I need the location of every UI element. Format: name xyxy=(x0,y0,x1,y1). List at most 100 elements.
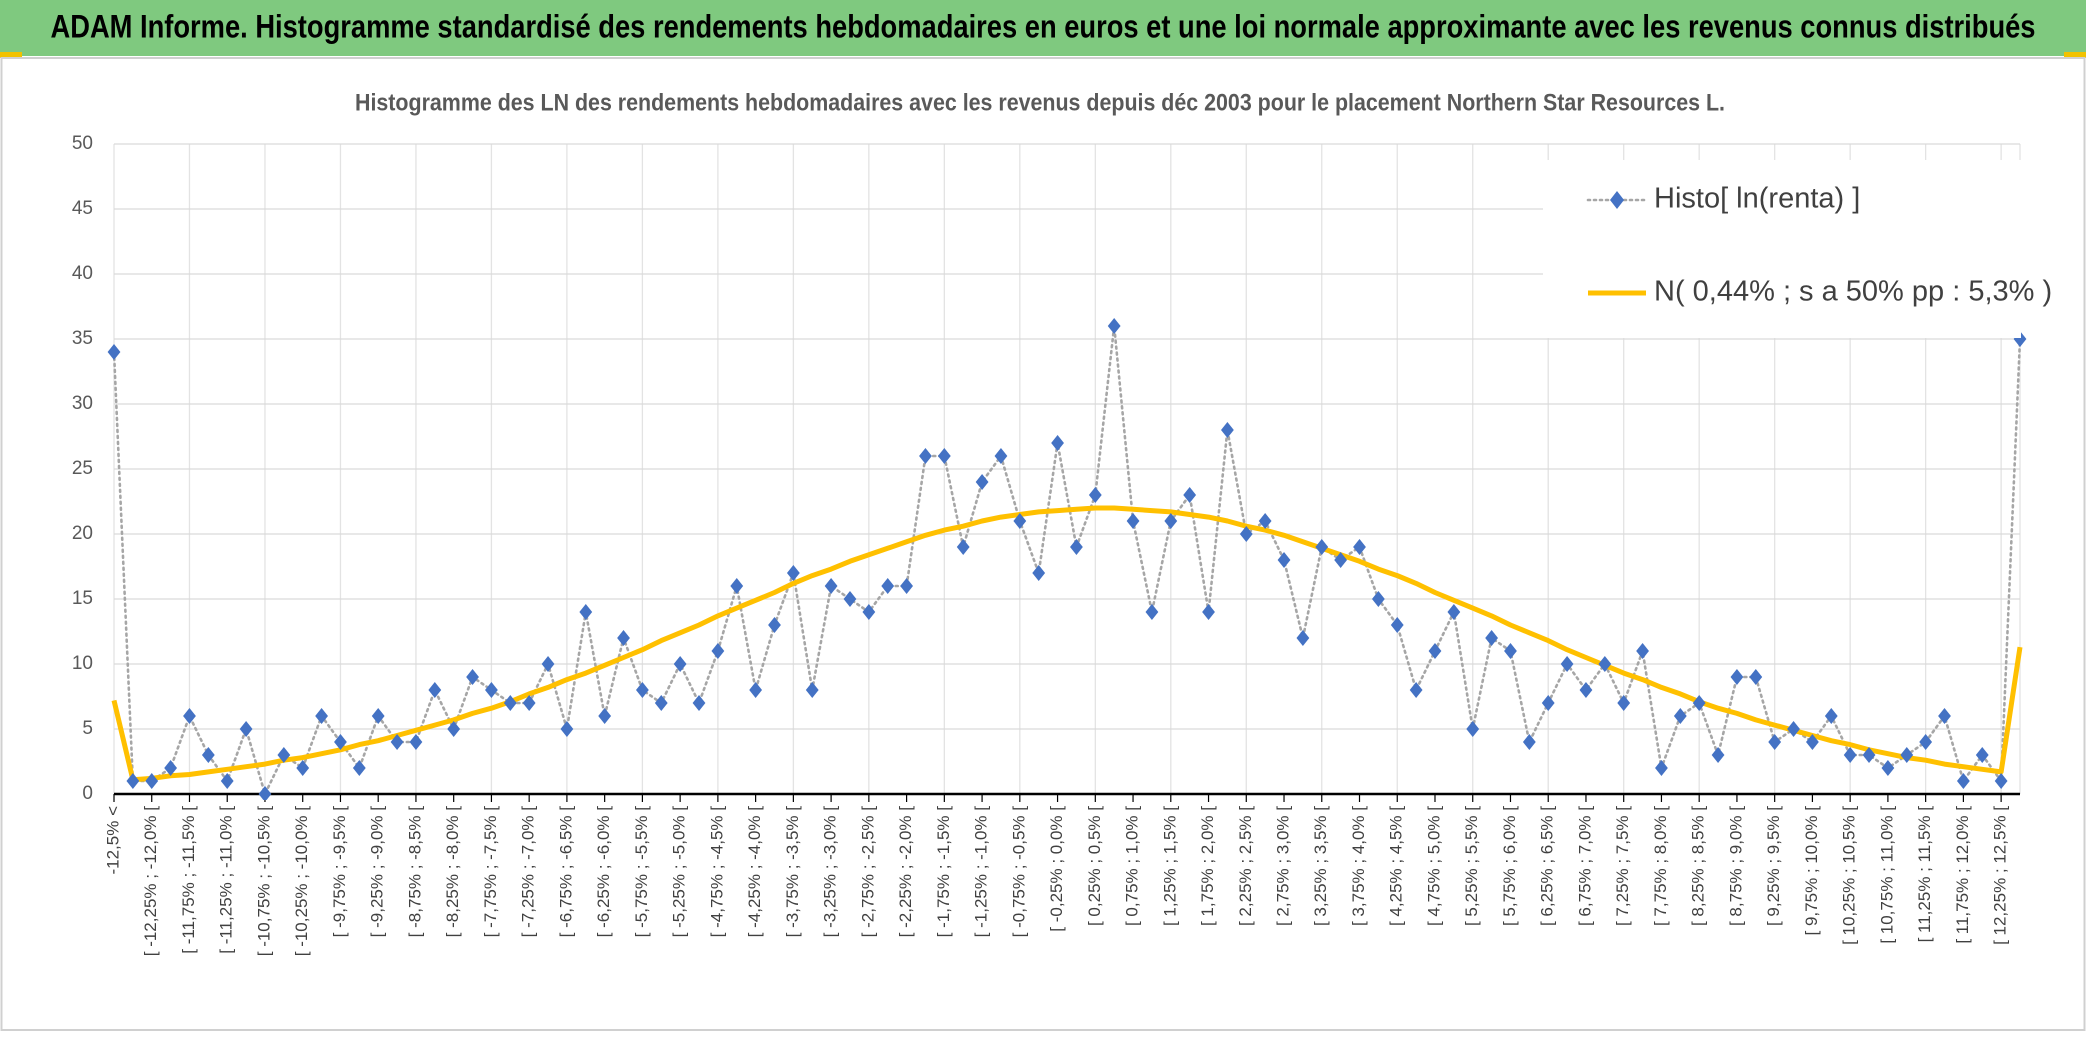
histo-marker xyxy=(1145,604,1159,620)
x-tick-label: [ -2,25% ; -2,0% [ xyxy=(896,806,915,938)
histo-marker xyxy=(1598,656,1612,672)
x-tick-label: [ -0,25% ; 0,0% [ xyxy=(1047,806,1066,932)
histo-marker xyxy=(1466,721,1480,737)
x-tick-label: [ 6,75% ; 7,0% [ xyxy=(1575,806,1594,926)
histo-marker xyxy=(786,565,800,581)
histo-marker xyxy=(1692,695,1706,711)
x-tick-label: [ 10,25% ; 10,5% [ xyxy=(1840,806,1859,945)
x-tick-label: [ -1,75% ; -1,5% [ xyxy=(934,806,953,938)
histo-marker xyxy=(428,682,442,698)
legend-swatch-marker xyxy=(1610,191,1624,209)
y-tick-label: 35 xyxy=(72,328,93,349)
x-tick-label: [ 0,25% ; 0,5% [ xyxy=(1085,806,1104,926)
histo-marker xyxy=(485,682,498,698)
y-tick-label: 10 xyxy=(72,653,93,674)
x-tick-label: [ 5,25% ; 5,5% [ xyxy=(1462,806,1481,926)
legend-box xyxy=(1543,160,2021,338)
histo-marker xyxy=(126,773,140,789)
histo-marker xyxy=(730,578,744,594)
x-tick-label: [ 8,25% ; 8,5% [ xyxy=(1689,806,1708,926)
histo-marker xyxy=(654,695,668,711)
histo-marker xyxy=(862,604,876,620)
x-tick-label: [ 1,75% ; 2,0% [ xyxy=(1198,806,1217,926)
histo-marker xyxy=(975,474,989,490)
histo-marker xyxy=(1956,773,1970,789)
histo-marker xyxy=(1655,760,1668,776)
x-tick-label: [ 10,75% ; 11,0% [ xyxy=(1877,806,1896,944)
histo-marker xyxy=(1711,747,1725,763)
histo-marker xyxy=(503,695,517,711)
histo-marker xyxy=(1636,643,1649,659)
x-tick-label: [ -4,25% ; -4,0% [ xyxy=(745,806,764,938)
frame xyxy=(0,57,2086,1031)
histo-marker xyxy=(1202,604,1215,620)
histo-marker xyxy=(598,708,612,724)
y-tick-label: 5 xyxy=(82,718,93,739)
histo-marker xyxy=(1730,669,1744,685)
y-tick-label: 50 xyxy=(72,133,93,154)
histo-marker xyxy=(390,734,404,750)
x-tick-label: [ -7,25% ; -7,0% [ xyxy=(519,806,538,938)
histo-marker xyxy=(1522,734,1536,750)
histo-marker xyxy=(1183,487,1197,503)
histo-marker xyxy=(1428,643,1442,659)
x-tick-label: [ 9,75% ; 10,0% [ xyxy=(1802,806,1821,936)
x-tick-label: [ 11,75% ; 12,0% [ xyxy=(1953,806,1972,944)
histo-marker xyxy=(1560,656,1574,672)
chart-title: Histogramme des LN des rendements hebdom… xyxy=(355,89,1725,116)
histo-marker xyxy=(937,448,951,464)
x-tick-label: [ 4,75% ; 5,0% [ xyxy=(1424,806,1443,926)
histo-marker xyxy=(1919,734,1933,750)
histo-marker xyxy=(1221,422,1234,438)
histo-marker xyxy=(994,448,1008,464)
histo-marker xyxy=(1353,539,1366,555)
x-tick-label: [ -5,25% ; -5,0% [ xyxy=(670,806,689,938)
x-tick-label: [ -3,75% ; -3,5% [ xyxy=(783,806,802,938)
histo-marker xyxy=(768,617,781,633)
histo-marker xyxy=(1541,695,1555,711)
histo-marker xyxy=(1032,565,1046,581)
x-tick-label: [ 7,25% ; 7,5% [ xyxy=(1613,806,1632,926)
histo-marker xyxy=(183,708,196,724)
x-tick-label: [ -10,25% ; -10,0% [ xyxy=(292,806,311,957)
histo-marker xyxy=(1806,734,1819,750)
x-tick-label: [ -4,75% ; -4,5% [ xyxy=(707,806,726,938)
histo-marker xyxy=(1485,630,1499,646)
header-band xyxy=(0,0,2086,56)
x-tick-label: [ 4,25% ; 4,5% [ xyxy=(1387,806,1406,926)
x-tick-label: [ -8,25% ; -8,0% [ xyxy=(443,806,462,938)
x-tick-label: [ -6,75% ; -6,5% [ xyxy=(556,806,575,938)
histo-marker xyxy=(1371,591,1385,607)
histo-marker xyxy=(164,760,178,776)
histo-marker xyxy=(711,643,725,659)
histo-marker xyxy=(843,591,857,607)
histo-marker xyxy=(1900,747,1914,763)
histo-marker xyxy=(352,760,366,776)
histo-marker xyxy=(881,578,895,594)
histo-marker xyxy=(1579,682,1593,698)
y-tick-label: 45 xyxy=(72,198,93,219)
x-tick-label: [ 1,25% ; 1,5% [ xyxy=(1160,806,1179,926)
corner-accent xyxy=(0,52,22,58)
y-tick-label: 0 xyxy=(82,783,93,804)
x-tick-label: [ -6,25% ; -6,0% [ xyxy=(594,806,613,938)
histo-marker xyxy=(1296,630,1310,646)
histo-marker xyxy=(522,695,536,711)
histo-marker xyxy=(1334,552,1348,568)
corner-accent xyxy=(2064,52,2086,58)
histo-marker xyxy=(1447,604,1461,620)
histo-marker xyxy=(334,734,347,750)
histo-marker xyxy=(107,344,121,360)
histo-marker xyxy=(1164,513,1178,529)
histo-marker xyxy=(1617,695,1631,711)
x-tick-label: [ -11,25% ; -11,0% [ xyxy=(217,806,236,954)
y-tick-label: 30 xyxy=(72,393,93,414)
histo-marker xyxy=(541,656,555,672)
histo-marker xyxy=(1994,773,2008,789)
x-tick-label: [ 11,25% ; 11,5% [ xyxy=(1915,806,1934,943)
histo-marker xyxy=(1390,617,1404,633)
histo-marker xyxy=(749,682,763,698)
histo-marker xyxy=(919,448,932,464)
